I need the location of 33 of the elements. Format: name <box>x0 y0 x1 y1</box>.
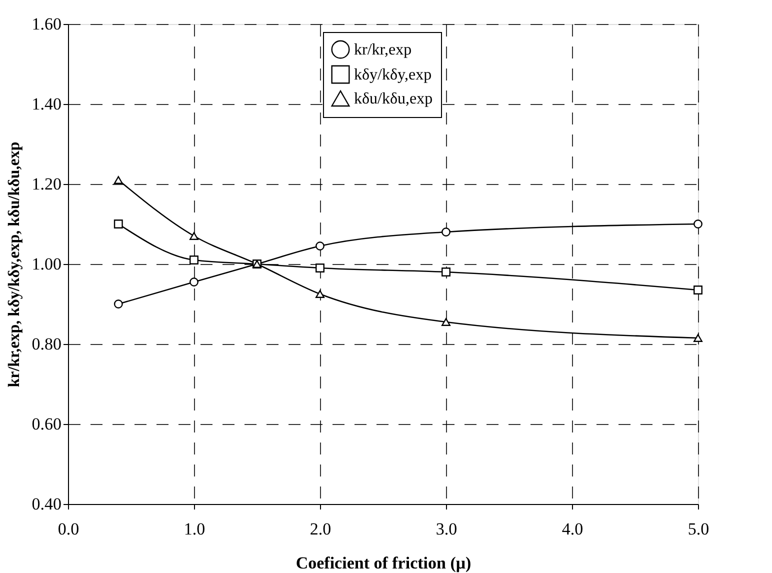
y-tick-label: 1.60 <box>32 14 62 34</box>
y-tick-label: 0.60 <box>32 414 62 434</box>
x-tick-label: 1.0 <box>184 520 206 538</box>
point <box>190 256 198 264</box>
y-tick-label: 0.40 <box>32 494 62 514</box>
point <box>114 300 123 308</box>
legend-label: kδy/kδy,exp <box>354 66 432 84</box>
legend-label: kδu/kδu,exp <box>354 90 433 108</box>
point <box>316 264 324 272</box>
point <box>316 290 324 298</box>
y-tick-label: 1.20 <box>32 174 62 194</box>
point <box>114 220 123 228</box>
x-axis-title: Coeficient of friction (μ) <box>296 554 472 572</box>
x-tick-label: 3.0 <box>436 520 458 538</box>
x-tick-label: 0.0 <box>58 520 80 538</box>
x-tick-label: 5.0 <box>688 520 710 538</box>
x-tick-label: 4.0 <box>562 520 584 538</box>
y-tick-label: 1.00 <box>32 254 62 274</box>
point <box>316 242 324 250</box>
legend-label: kr/kr,exp <box>354 42 412 58</box>
y-tick-label: 0.80 <box>32 334 62 354</box>
point <box>694 286 702 294</box>
point <box>442 228 450 236</box>
x-tick-label: 2.0 <box>310 520 332 538</box>
y-axis-title: kr/kr,exp, kδy/kδy,exp, kδu/kδu,exp <box>6 142 23 388</box>
point <box>442 318 450 326</box>
y-tick-label: 1.40 <box>32 94 62 114</box>
point <box>694 220 702 228</box>
point <box>190 278 198 286</box>
point <box>190 232 198 240</box>
point <box>114 176 123 184</box>
point <box>442 268 450 276</box>
point <box>694 334 702 342</box>
